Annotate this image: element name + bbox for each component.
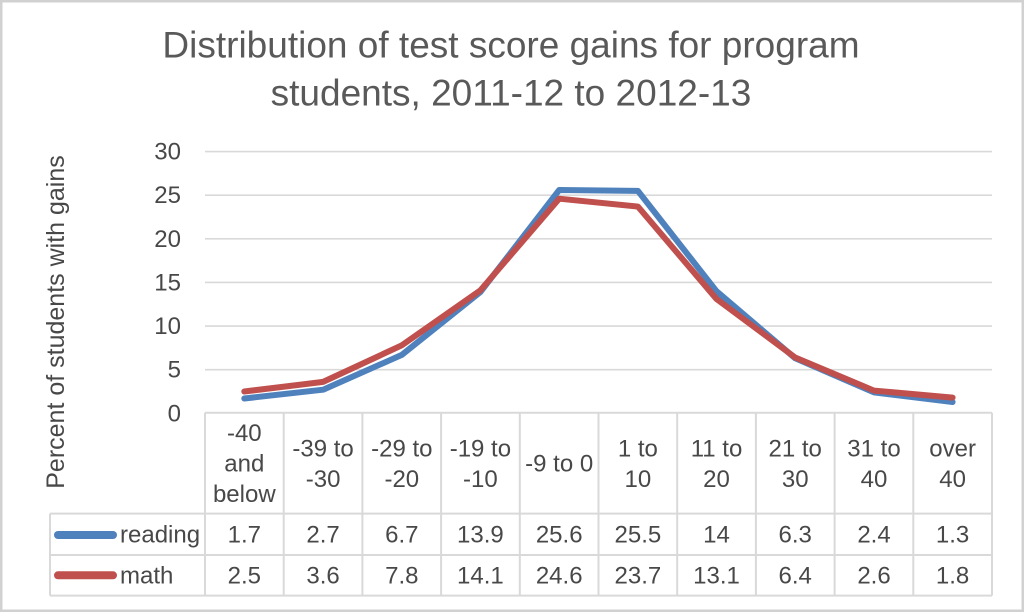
svg-text:30: 30 xyxy=(782,466,809,493)
svg-text:23.7: 23.7 xyxy=(615,562,662,589)
svg-text:31 to: 31 to xyxy=(847,435,900,462)
svg-text:0: 0 xyxy=(168,400,181,427)
svg-text:30: 30 xyxy=(154,139,181,166)
svg-text:15: 15 xyxy=(154,269,181,296)
svg-text:1.8: 1.8 xyxy=(936,562,969,589)
svg-text:over: over xyxy=(929,435,976,462)
svg-text:-30: -30 xyxy=(306,466,341,493)
svg-text:-9 to 0: -9 to 0 xyxy=(525,451,593,478)
svg-text:14: 14 xyxy=(703,522,730,549)
svg-text:-10: -10 xyxy=(463,466,498,493)
svg-text:7.8: 7.8 xyxy=(385,562,418,589)
svg-text:-40: -40 xyxy=(227,420,262,447)
svg-text:25: 25 xyxy=(154,182,181,209)
svg-text:14.1: 14.1 xyxy=(457,562,504,589)
svg-text:3.6: 3.6 xyxy=(306,562,339,589)
svg-text:reading: reading xyxy=(120,522,200,549)
svg-text:10: 10 xyxy=(154,313,181,340)
svg-text:25.6: 25.6 xyxy=(536,522,583,549)
svg-text:-20: -20 xyxy=(384,466,419,493)
svg-text:13.1: 13.1 xyxy=(693,562,740,589)
svg-text:2.6: 2.6 xyxy=(857,562,890,589)
svg-text:13.9: 13.9 xyxy=(457,522,504,549)
svg-text:2.5: 2.5 xyxy=(228,562,261,589)
svg-text:Distribution of test score gai: Distribution of test score gains for pro… xyxy=(162,25,859,66)
svg-text:1.3: 1.3 xyxy=(936,522,969,549)
svg-text:-19 to: -19 to xyxy=(450,435,511,462)
svg-text:Percent of students with gains: Percent of students with gains xyxy=(42,155,70,489)
svg-text:24.6: 24.6 xyxy=(536,562,583,589)
svg-text:1.7: 1.7 xyxy=(228,522,261,549)
svg-text:10: 10 xyxy=(625,466,652,493)
svg-text:40: 40 xyxy=(861,466,888,493)
svg-text:math: math xyxy=(120,562,173,589)
svg-text:6.7: 6.7 xyxy=(385,522,418,549)
svg-text:1 to: 1 to xyxy=(618,435,658,462)
svg-text:20: 20 xyxy=(154,226,181,253)
svg-text:2.4: 2.4 xyxy=(857,522,890,549)
svg-text:5: 5 xyxy=(168,357,181,384)
svg-text:11 to: 11 to xyxy=(691,435,743,462)
svg-text:-29 to: -29 to xyxy=(371,435,432,462)
svg-text:-39 to: -39 to xyxy=(292,435,353,462)
svg-text:40: 40 xyxy=(939,466,966,493)
svg-text:students, 2011-12 to 2012-13: students, 2011-12 to 2012-13 xyxy=(271,73,752,114)
svg-text:25.5: 25.5 xyxy=(615,522,662,549)
svg-text:below: below xyxy=(213,481,276,508)
svg-text:21 to: 21 to xyxy=(769,435,822,462)
svg-text:and: and xyxy=(224,451,264,478)
svg-text:20: 20 xyxy=(703,466,730,493)
svg-text:2.7: 2.7 xyxy=(306,522,339,549)
svg-text:6.4: 6.4 xyxy=(779,562,812,589)
svg-text:6.3: 6.3 xyxy=(779,522,812,549)
